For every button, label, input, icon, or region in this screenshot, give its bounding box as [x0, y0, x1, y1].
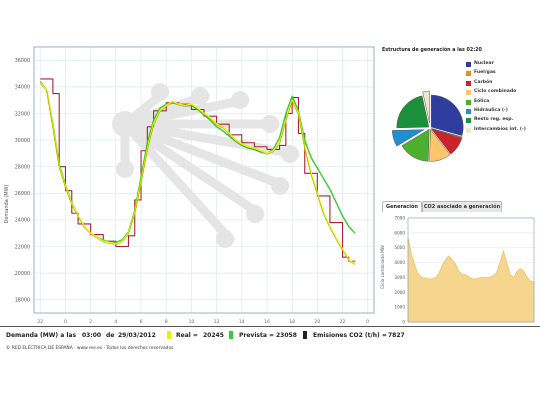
x-tick-label: 18: [289, 319, 295, 325]
legend-label: Eólica: [474, 98, 490, 104]
legend-item: Eólica: [466, 98, 490, 105]
legend-label: Ciclo combinado: [474, 89, 517, 95]
real-swatch: [167, 331, 171, 339]
x-tick-label: 4: [114, 319, 117, 325]
legend-item: Resto reg. esp.: [466, 117, 514, 124]
x-tick-label: 0: [366, 319, 369, 325]
tab-generacion[interactable]: Generación: [382, 201, 422, 212]
legend-item: Hidráulica (·): [466, 108, 508, 114]
y-tick-label: 22000: [15, 244, 30, 250]
tab-co2[interactable]: CO2 asociado a generación: [422, 201, 502, 212]
demand-chart: 3600034000320003000028000260002400022000…: [0, 44, 378, 326]
x-tick-label: 22: [340, 319, 346, 325]
area-y-tick-label: 5000: [394, 245, 405, 250]
emisiones-value: 7827: [388, 332, 405, 339]
emisiones-label: Emisiones CO2 (t/h) =: [313, 332, 387, 339]
x-tick-label: 20: [314, 319, 320, 325]
legend-swatch: [466, 62, 471, 67]
y-tick-label: 32000: [15, 111, 30, 117]
pie-slice[interactable]: [422, 90, 430, 124]
legend-label: Intercambios int. (·): [474, 126, 526, 132]
legend-swatch: [466, 99, 471, 105]
x-tick-label: 16: [264, 319, 270, 325]
side-panel: Estructura de generación a las 02:20 Nuc…: [378, 44, 540, 326]
y-tick-label: 20000: [15, 271, 30, 277]
legend-item: Carbón: [466, 79, 493, 86]
legend-swatch: [466, 127, 471, 133]
series-line-real: [39, 82, 356, 265]
x-tick-label: 2: [89, 319, 92, 325]
y-tick-label: 26000: [15, 191, 30, 197]
legend-label: Resto reg. esp.: [474, 117, 514, 123]
legend-label: Nuclear: [474, 61, 494, 66]
prevista-label: Prevista =: [239, 332, 274, 339]
copyright-text: © RED ELÉCTRICA DE ESPAÑA · www.ree.es ·…: [6, 346, 174, 351]
demanda-fecha: 29/03/2012: [118, 332, 156, 339]
prevista-value: 23058: [276, 332, 297, 339]
y-tick-label: 24000: [15, 218, 30, 224]
area-y-tick-label: 6000: [394, 230, 405, 235]
legend-swatch: [466, 71, 471, 77]
legend-swatch: [466, 118, 471, 124]
y-tick-label: 30000: [15, 138, 30, 144]
legend-item: Intercambios int. (·): [466, 126, 526, 133]
pie-slice[interactable]: [429, 128, 451, 162]
legend-swatch: [466, 90, 471, 96]
x-tick-label: 12: [214, 319, 220, 325]
generation-pie-chart: [391, 90, 464, 162]
area-series: [407, 237, 535, 323]
x-tick-label: 10: [188, 319, 194, 325]
x-tick-label: 14: [239, 319, 245, 325]
legend-label: Hidráulica (·): [474, 108, 508, 113]
pie-slice[interactable]: [430, 94, 464, 136]
pie-slice[interactable]: [401, 128, 430, 162]
area-y-axis-label: Ciclo combinado MW: [380, 245, 385, 289]
legend-item: Nuclear: [466, 61, 494, 67]
prevista-swatch: [229, 331, 233, 339]
area-y-tick-label: 1000: [394, 305, 405, 310]
legend-item: Ciclo combinado: [466, 89, 517, 96]
pie-slice[interactable]: [431, 128, 463, 139]
series-line-real-shadow: [40, 83, 356, 266]
x-tick-label: 6: [140, 319, 143, 325]
generation-area-chart: 7000 6000 5000 4000 3000 2000 1000 0 Ciclo comb…: [378, 212, 540, 326]
y-axis-label: Demanda (MW): [4, 184, 10, 223]
legend-swatch: [466, 80, 471, 86]
watermark-bar: [120, 119, 235, 244]
pie-slice[interactable]: [430, 128, 463, 155]
x-tick-label: 0: [64, 319, 67, 325]
structure-title: Estructura de generación a las 02:20: [382, 48, 482, 53]
y-tick-label: 18000: [15, 298, 30, 304]
bottom-status-bar: Demanda (MW) a las 03:00 de 29/03/2012 R…: [0, 326, 540, 360]
y-tick-label: 36000: [15, 58, 30, 64]
demanda-hora: 03:00: [82, 332, 102, 339]
pie-slice[interactable]: [391, 129, 426, 147]
legend-item: Fuel/gas: [466, 70, 496, 77]
area-y-tick-label: 0: [402, 320, 405, 325]
legend-swatch: [466, 109, 471, 114]
area-y-tick-label: 4000: [394, 260, 405, 265]
plot-border: [33, 46, 375, 314]
pie-slice[interactable]: [396, 95, 430, 129]
x-tick-label: 22: [37, 319, 43, 325]
y-tick-label: 34000: [15, 85, 30, 91]
x-tick-label: 8: [165, 319, 168, 325]
demand-panel: 36000 34000 32000 30000 28000 26000 24000 22000…: [0, 44, 540, 360]
emisiones-swatch: [303, 331, 307, 339]
real-value: 20245: [203, 332, 224, 339]
legend-label: Fuel/gas: [474, 70, 496, 76]
demanda-de: de: [106, 332, 115, 339]
area-y-tick-label: 7000: [394, 216, 405, 221]
area-y-tick-label: 3000: [394, 275, 405, 280]
area-y-tick-label: 2000: [394, 290, 405, 295]
y-tick-label: 28000: [15, 165, 30, 171]
demanda-label: Demanda (MW) a las: [6, 332, 77, 339]
real-label: Real =: [176, 332, 198, 339]
legend-label: Carbón: [474, 79, 493, 85]
